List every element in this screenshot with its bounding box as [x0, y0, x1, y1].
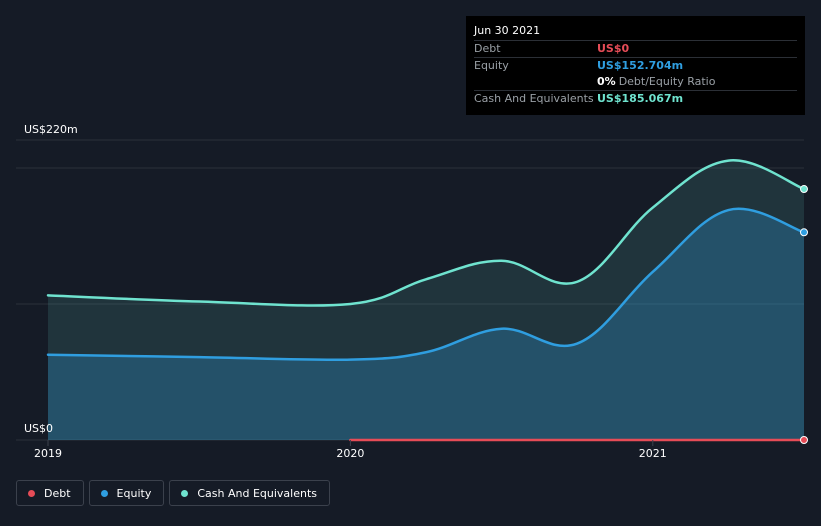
x-tick-label: 2019	[34, 447, 62, 460]
tooltip-cash-value: US$185.067m	[597, 92, 684, 105]
area-equity	[48, 208, 804, 440]
tooltip-equity-label: Equity	[474, 59, 509, 72]
legend-label-equity: Equity	[116, 486, 152, 500]
tooltip-ratio-row: 0% Debt/Equity Ratio	[474, 74, 797, 90]
legend-label-debt: Debt	[44, 486, 71, 500]
legend-dot-cash	[181, 489, 189, 497]
chart-legend: Debt Equity Cash And Equivalents	[16, 480, 330, 506]
end-marker-cash-and-equivalents	[800, 185, 808, 194]
legend-item-cash[interactable]: Cash And Equivalents	[169, 480, 330, 506]
tooltip-cash-label: Cash And Equivalents	[474, 92, 594, 105]
tooltip-ratio-label: Debt/Equity Ratio	[618, 75, 716, 88]
legend-dot-equity	[100, 489, 108, 497]
end-marker-debt	[800, 436, 808, 444]
y-tick-label-top: US$220m	[24, 123, 78, 136]
legend-item-equity[interactable]: Equity	[88, 480, 165, 506]
line-cash-and-equivalents	[46, 159, 806, 307]
tooltip-cash-row: Cash And Equivalents US$185.067m	[474, 90, 797, 107]
axis-tick-labels: US$220m US$0 2019 2020 2021	[24, 123, 667, 460]
area-cash-and-equivalents	[48, 160, 804, 441]
series-end-markers	[800, 185, 808, 444]
series-lines	[46, 159, 806, 442]
legend-item-debt[interactable]: Debt	[16, 480, 84, 506]
tooltip-equity-value: US$152.704m	[597, 59, 684, 72]
tooltip-debt-row: Debt US$0	[474, 40, 797, 57]
series-areas	[48, 160, 804, 441]
y-tick-label-bottom: US$0	[24, 422, 53, 435]
x-tick-label: 2021	[639, 447, 667, 460]
tooltip-debt-value: US$0	[597, 42, 630, 55]
x-tick-label: 2020	[336, 447, 364, 460]
tooltip-equity-row: Equity US$152.704m	[474, 57, 797, 74]
legend-label-cash: Cash And Equivalents	[197, 486, 317, 500]
tooltip-ratio-value: 0%	[597, 75, 616, 88]
legend-dot-debt	[28, 489, 35, 497]
line-equity	[46, 207, 806, 362]
tooltip-debt-label: Debt	[474, 42, 501, 55]
tooltip-date: Jun 30 2021	[474, 24, 541, 37]
end-marker-equity	[800, 228, 808, 237]
data-tooltip: Jun 30 2021 Debt US$0 Equity US$152.704m…	[466, 16, 805, 115]
